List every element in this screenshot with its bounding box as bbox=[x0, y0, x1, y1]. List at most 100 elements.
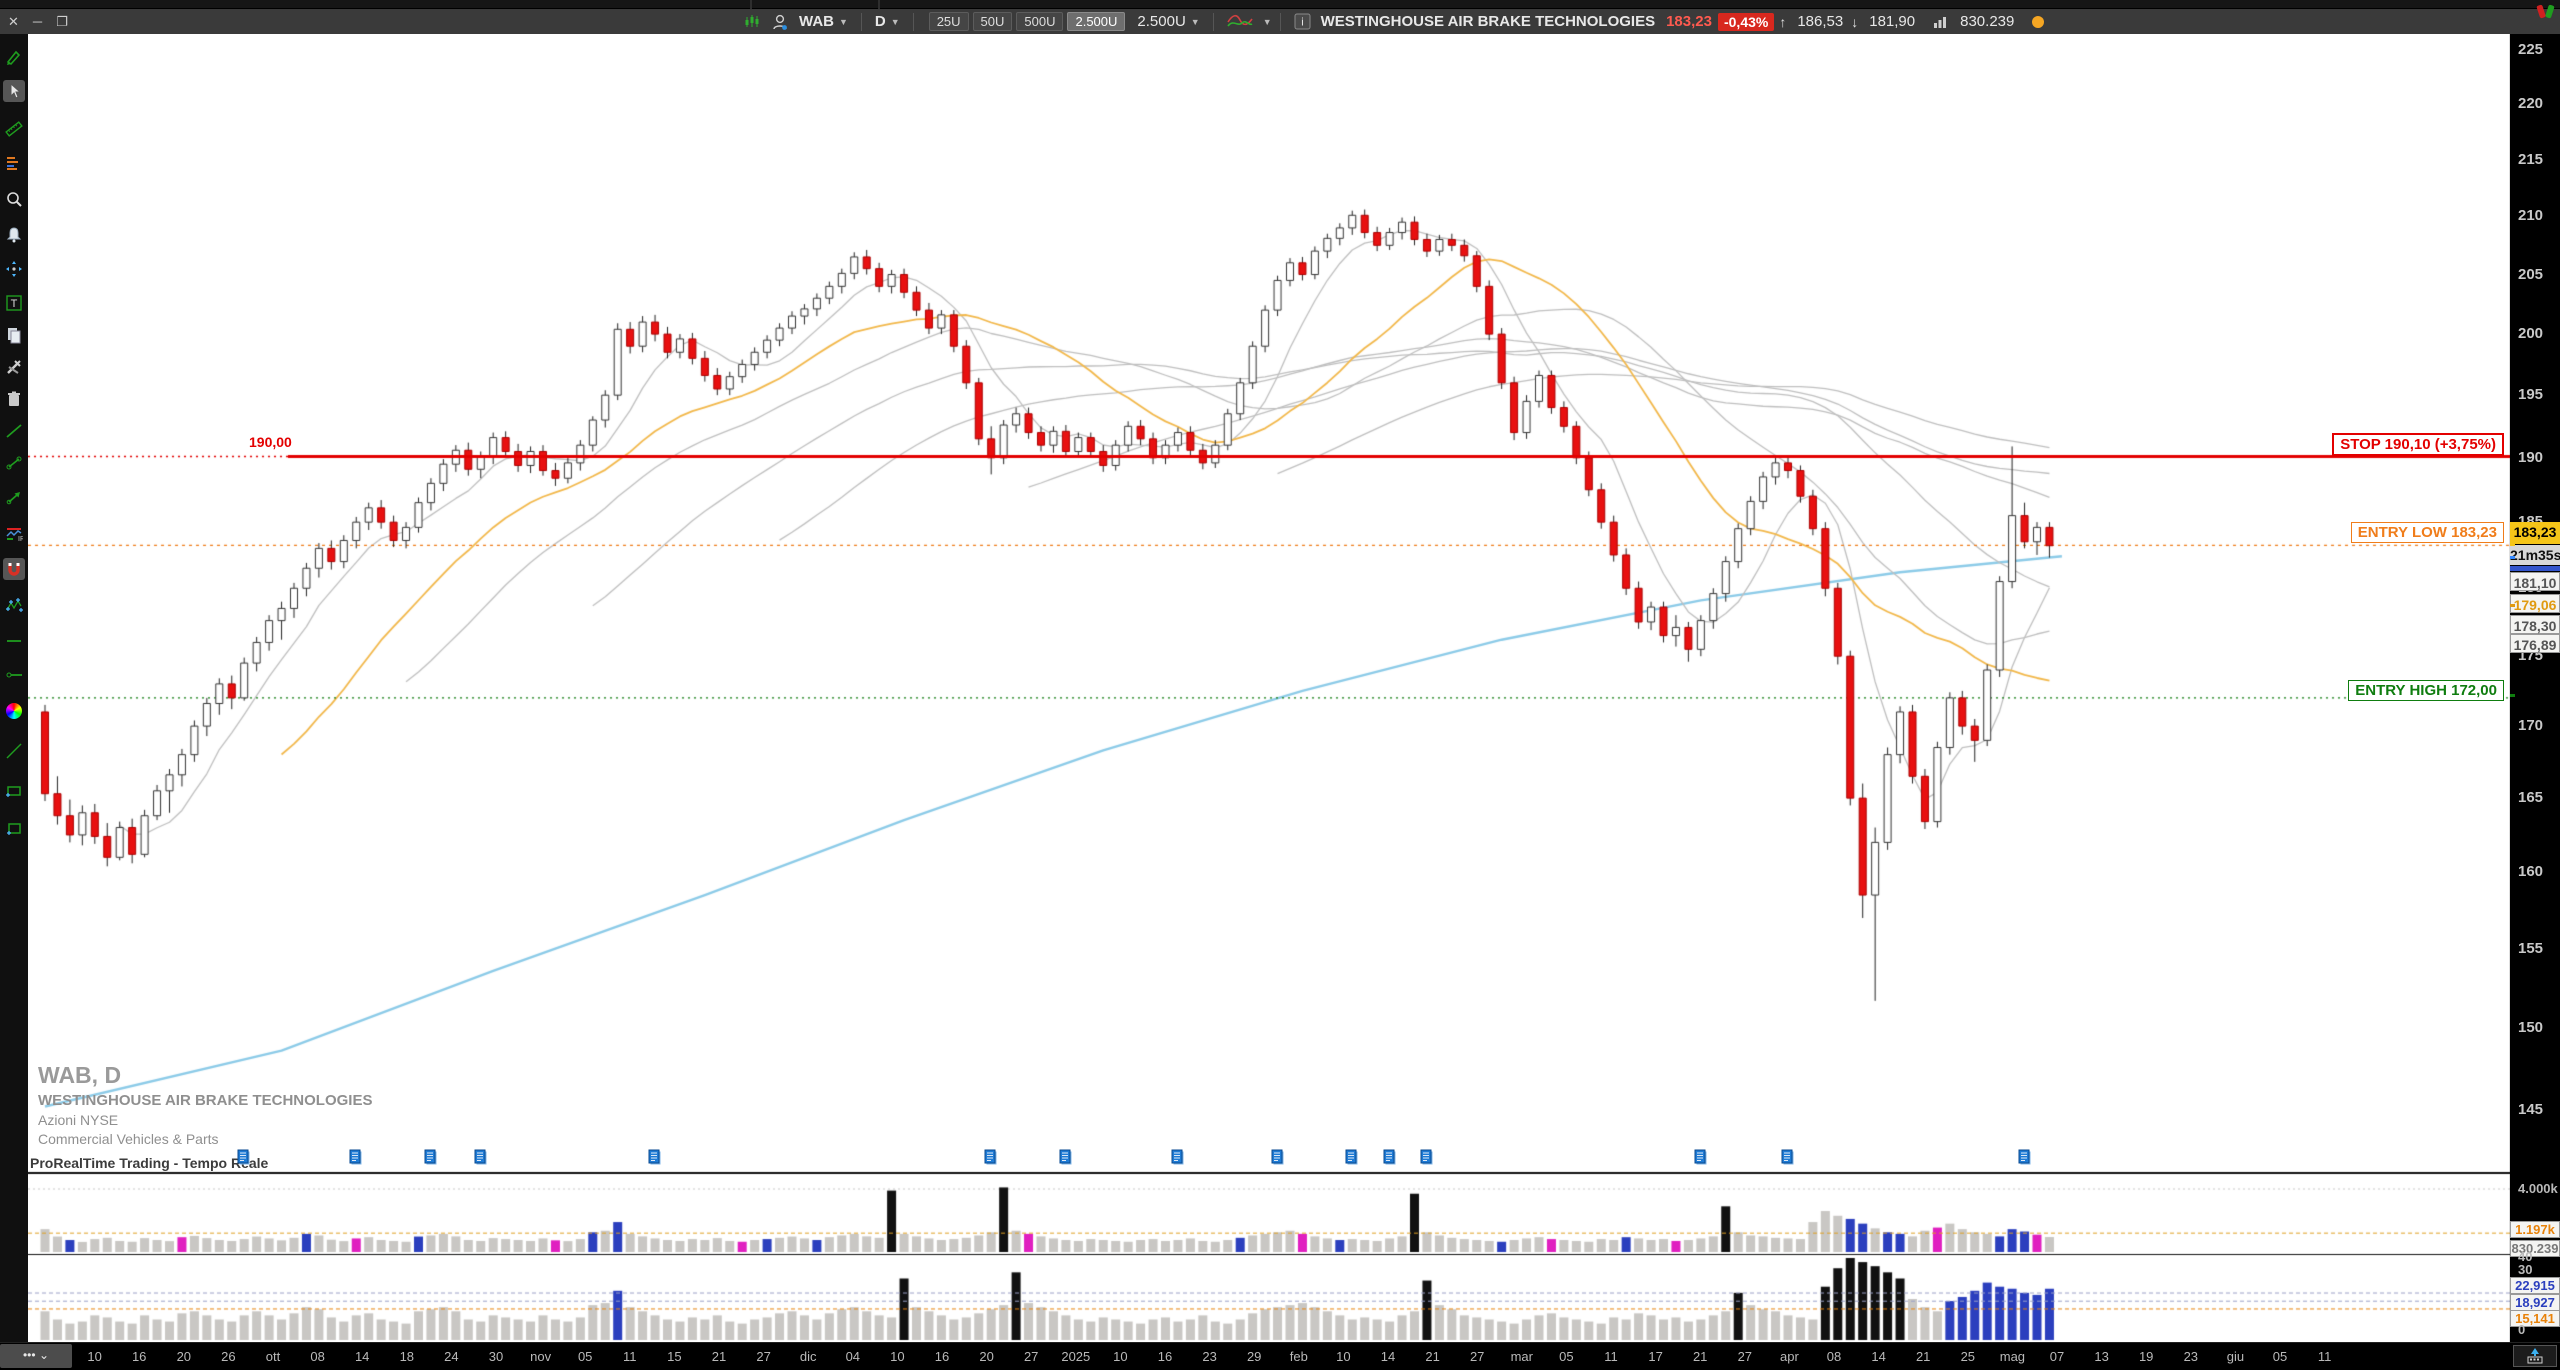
pattern-tool-icon[interactable] bbox=[3, 594, 25, 616]
price-axis[interactable]: 2252202152102052001951901851801751701651… bbox=[2510, 34, 2560, 1342]
hray-tool-icon[interactable] bbox=[3, 664, 25, 686]
rect-handle-tool-icon[interactable] bbox=[3, 818, 25, 840]
info-market: Azioni NYSE bbox=[38, 1112, 119, 1128]
platform-label: ProRealTime Trading - Tempo Reale bbox=[30, 1155, 269, 1171]
orders-tool-icon[interactable] bbox=[3, 152, 25, 174]
news-event-icon[interactable] bbox=[648, 1149, 663, 1166]
trendline-tool-icon[interactable] bbox=[3, 420, 25, 442]
date-tick-label: 08 bbox=[1826, 1349, 1842, 1364]
news-event-icon[interactable] bbox=[2018, 1149, 2033, 1166]
magnet-tool-icon[interactable] bbox=[3, 558, 25, 580]
text-tool-icon[interactable]: T bbox=[3, 292, 25, 314]
date-tick-label: 21 bbox=[711, 1349, 727, 1364]
date-tick-label: apr bbox=[1779, 1349, 1799, 1364]
news-event-icon[interactable] bbox=[1781, 1149, 1796, 1166]
restore-window-icon[interactable]: ❐ bbox=[56, 13, 68, 29]
date-tick-label: 30 bbox=[488, 1349, 504, 1364]
chevron-down-icon: ⌄ bbox=[38, 1348, 49, 1362]
zoom-tool-icon[interactable] bbox=[3, 188, 25, 210]
zoom-preset-group: 25U 50U 500U 2.500U bbox=[927, 12, 1128, 31]
date-tick-label: 20 bbox=[176, 1349, 192, 1364]
alert-bell-tool-icon[interactable] bbox=[3, 224, 25, 246]
chevron-down-icon: ▼ bbox=[839, 16, 848, 27]
price-tick-label: 145 bbox=[2518, 1100, 2544, 1118]
zoom-preset-button[interactable]: 50U bbox=[972, 12, 1013, 31]
date-tick-label: 21 bbox=[1915, 1349, 1931, 1364]
settings-tools-icon[interactable] bbox=[3, 356, 25, 378]
rect-tool-icon[interactable] bbox=[3, 780, 25, 802]
svg-text:IR: IR bbox=[18, 536, 23, 542]
date-tick-label: 18 bbox=[399, 1349, 415, 1364]
hidden-ma-box-sliver bbox=[2510, 566, 2560, 571]
market-status-dot bbox=[2032, 15, 2045, 28]
date-tick-label: 15 bbox=[667, 1349, 682, 1364]
minimize-window-icon[interactable]: ─ bbox=[32, 13, 43, 29]
date-tick-label: 10 bbox=[1336, 1349, 1351, 1364]
info-icon[interactable]: i bbox=[1294, 13, 1311, 30]
range-select[interactable]: 2.500U ▼ bbox=[1137, 13, 1199, 30]
date-tick-label: feb bbox=[1289, 1349, 1308, 1364]
expand-panel-button[interactable] bbox=[2513, 1345, 2557, 1367]
segment-tool-icon[interactable] bbox=[3, 452, 25, 474]
copy-tool-icon[interactable] bbox=[3, 324, 25, 346]
title-strip bbox=[0, 0, 2560, 9]
date-tick-label: 27 bbox=[1737, 1349, 1753, 1364]
price-tick-label: 160 bbox=[2518, 863, 2544, 881]
indicator-ir-tool-icon[interactable]: IR bbox=[3, 522, 25, 544]
move-tool-icon[interactable] bbox=[3, 258, 25, 280]
news-event-icon[interactable] bbox=[1271, 1149, 1286, 1166]
trash-tool-icon[interactable] bbox=[3, 388, 25, 410]
zoom-preset-button[interactable]: 25U bbox=[928, 12, 969, 31]
entry-low-level-label[interactable]: ENTRY LOW 183,23 bbox=[2350, 522, 2504, 543]
svg-text:i: i bbox=[1301, 17, 1303, 29]
ma-value-box: 181,10 bbox=[2510, 572, 2560, 591]
news-event-icon[interactable] bbox=[984, 1149, 999, 1166]
candlestick-style-icon[interactable] bbox=[743, 13, 761, 31]
news-event-icon[interactable] bbox=[474, 1149, 489, 1166]
news-event-icon[interactable] bbox=[1420, 1149, 1435, 1166]
date-tick-label: 05 bbox=[2272, 1349, 2288, 1364]
oscillator-zero-label: 0 bbox=[2518, 1322, 2526, 1337]
date-tick-label: 14 bbox=[1380, 1349, 1396, 1364]
news-event-icon[interactable] bbox=[1345, 1149, 1360, 1166]
draw-pencil-tool-icon[interactable] bbox=[3, 46, 25, 68]
symbol-select[interactable]: WAB ▼ bbox=[799, 13, 848, 30]
oscillator-value-box: 22,915 bbox=[2510, 1277, 2560, 1294]
arrow-tool-icon[interactable] bbox=[3, 486, 25, 508]
news-event-icon[interactable] bbox=[1383, 1149, 1398, 1166]
chevron-down-icon[interactable]: ▼ bbox=[1262, 16, 1272, 27]
colorwheel-tool-icon[interactable] bbox=[3, 700, 25, 722]
date-tick-label: 05 bbox=[1559, 1349, 1574, 1364]
axis-options-button[interactable]: ••• ⌄ bbox=[0, 1344, 72, 1368]
news-event-icon[interactable] bbox=[1694, 1149, 1709, 1166]
oscillator-scale-label: 30 bbox=[2518, 1262, 2533, 1277]
price-tick-label: 155 bbox=[2518, 939, 2544, 957]
news-event-icon[interactable] bbox=[1059, 1149, 1074, 1166]
oscillator-value-box: 15,141 bbox=[2510, 1310, 2560, 1327]
drawing-toolbar: T IR bbox=[0, 34, 28, 1342]
price-tick-label: 220 bbox=[2518, 95, 2544, 113]
cursor-tool-icon[interactable] bbox=[3, 80, 25, 102]
news-event-icon[interactable] bbox=[237, 1149, 252, 1166]
close-window-icon[interactable]: ✕ bbox=[8, 13, 19, 29]
axis-color-tick bbox=[2510, 604, 2515, 607]
hline-tool-icon[interactable] bbox=[3, 630, 25, 652]
news-event-icon[interactable] bbox=[349, 1149, 364, 1166]
entry-high-level-label[interactable]: ENTRY HIGH 172,00 bbox=[2348, 680, 2504, 701]
oblique-line-tool-icon[interactable] bbox=[3, 740, 25, 762]
profile-icon[interactable] bbox=[771, 13, 789, 31]
timeframe-select[interactable]: D ▼ bbox=[875, 13, 900, 30]
stop-level-label[interactable]: STOP 190,10 (+3,75%) bbox=[2332, 433, 2504, 456]
news-event-icon[interactable] bbox=[424, 1149, 439, 1166]
date-tick-label: 16 bbox=[131, 1349, 147, 1364]
toolbar-divider bbox=[860, 12, 862, 31]
news-event-icon[interactable] bbox=[1171, 1149, 1186, 1166]
chart-style-icon[interactable] bbox=[1227, 13, 1253, 31]
main-toolbar: ✕ ─ ❐ WAB ▼ D ▼ 25U 50U 500U 2.500U 2.500U … bbox=[0, 9, 2560, 34]
volume-bars-icon bbox=[1933, 15, 1947, 29]
ruler-tool-icon[interactable] bbox=[3, 118, 25, 140]
zoom-preset-button[interactable]: 2.500U bbox=[1067, 12, 1126, 31]
zoom-preset-button[interactable]: 500U bbox=[1016, 12, 1064, 31]
date-axis[interactable]: 04 10 16 20 26 ott 08 14 18 24 30 nov 05 11 15 21 27 dic 0… bbox=[0, 1342, 2560, 1370]
